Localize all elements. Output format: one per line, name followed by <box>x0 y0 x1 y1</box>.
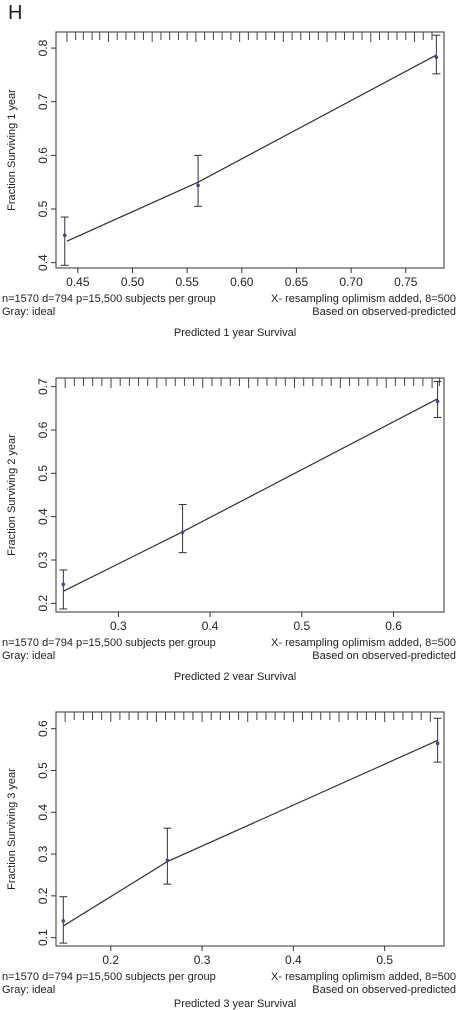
x-tick-label: 0.6 <box>385 619 402 633</box>
note-right-2: Based on observed-predicted <box>312 306 456 318</box>
x-tick-label: 0.2 <box>102 953 119 967</box>
y-tick-label: 0.7 <box>36 93 50 110</box>
note-left-2: Gray: ideal <box>2 306 55 318</box>
note-right-1: X- resampling oplimism added, 8=500 <box>271 293 456 305</box>
y-tick-label: 0.6 <box>36 720 50 737</box>
x-tick-label: 0.60 <box>230 275 254 289</box>
y-axis-title: Fraction Surviving 1 year <box>6 89 18 211</box>
data-point <box>165 858 170 863</box>
x-tick-label: 0.70 <box>339 275 363 289</box>
y-tick-label: 0.6 <box>36 147 50 164</box>
x-tick-label: 0.5 <box>376 953 393 967</box>
calibration-plot-3-year: 0.2 0.3 0.4 0.5 0.1 0.2 0.3 0.4 0.5 0.6 Fraction S… <box>2 711 456 1010</box>
x-tick-label: 0.55 <box>175 275 199 289</box>
y-axis-title: Fraction Surviving 2 year <box>6 434 18 556</box>
x-axis-title: Predicted 2 year Survival <box>174 671 296 680</box>
y-tick-label: 0.5 <box>36 465 50 482</box>
note-left-1: n=1570 d=794 p=15,500 subjects per group <box>2 293 216 305</box>
data-point <box>62 233 67 238</box>
note-left-2: Gray: ideal <box>2 984 55 996</box>
note-right-1: X- resampling oplimism added, 8=500 <box>271 971 456 983</box>
x-tick-label: 0.45 <box>66 275 90 289</box>
calibration-plot-1-year: 0.45 0.50 0.55 0.60 0.65 0.70 0.75 0.4 0.5 0.6 0.7… <box>2 31 456 339</box>
data-point <box>435 741 440 746</box>
y-tick-label: 0.7 <box>36 378 50 395</box>
data-point <box>61 582 66 587</box>
note-left-1: n=1570 d=794 p=15,500 subjects per group <box>2 637 216 649</box>
x-axis-title: Predicted 1 year Survival <box>174 327 296 339</box>
note-left-1: n=1570 d=794 p=15,500 subjects per group <box>2 971 216 983</box>
y-tick-label: 0.2 <box>36 595 50 612</box>
y-tick-label: 0.5 <box>36 762 50 779</box>
data-point <box>61 919 66 923</box>
x-tick-label: 0.50 <box>121 275 145 289</box>
plot-frame <box>55 31 445 269</box>
y-tick-label: 0.3 <box>36 551 50 568</box>
note-right-2: Based on observed-predicted <box>312 984 456 996</box>
y-axis-title: Fraction Surviving 3 year <box>6 768 18 890</box>
y-tick-label: 0.4 <box>36 508 50 525</box>
y-tick-label: 0.3 <box>36 845 50 862</box>
y-tick-label: 0.8 <box>36 39 50 56</box>
note-left-2: Gray: ideal <box>2 650 55 662</box>
data-point <box>180 530 185 535</box>
plot-frame <box>55 377 445 613</box>
calibration-plot-2-year: 0.3 0.4 0.5 0.6 0.2 0.3 0.4 0.5 0.6 0.7 Fraction S… <box>2 377 456 680</box>
x-tick-label: 0.65 <box>285 275 309 289</box>
y-tick-label: 0.1 <box>36 929 50 946</box>
data-point <box>435 399 440 404</box>
data-point <box>196 183 200 188</box>
x-axis-title: Predicted 3 year Survival <box>174 998 296 1010</box>
note-right-2: Based on observed-predicted <box>312 650 456 662</box>
x-tick-label: 0.3 <box>110 619 127 633</box>
calibration-line <box>66 54 437 242</box>
plot-frame <box>55 711 445 947</box>
y-tick-label: 0.2 <box>36 887 50 904</box>
calibration-line <box>63 398 438 592</box>
y-tick-label: 0.6 <box>36 421 50 438</box>
y-tick-label: 0.4 <box>36 254 50 271</box>
y-tick-label: 0.5 <box>36 200 50 217</box>
calibration-line <box>62 739 438 927</box>
x-tick-label: 0.5 <box>293 619 310 633</box>
x-tick-label: 0.3 <box>194 953 211 967</box>
note-right-1: X- resampling oplimism added, 8=500 <box>271 637 456 649</box>
x-tick-label: 0.4 <box>285 953 302 967</box>
x-tick-label: 0.75 <box>394 275 418 289</box>
x-tick-label: 0.4 <box>202 619 219 633</box>
panel-label: H <box>8 2 23 24</box>
data-point <box>434 55 439 60</box>
y-tick-label: 0.4 <box>36 804 50 821</box>
